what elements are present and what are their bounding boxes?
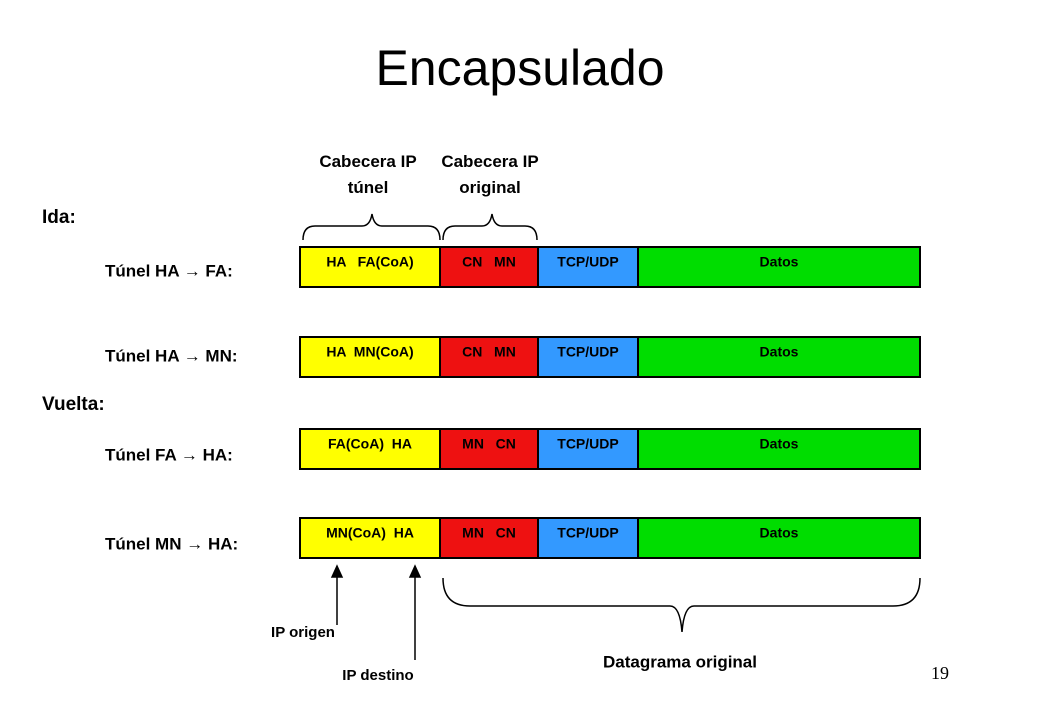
field-label: HA FA(CoA) xyxy=(326,254,413,270)
row-label: Túnel HA → FA: xyxy=(105,261,233,280)
header-field xyxy=(537,246,639,288)
field-label: Datos xyxy=(760,344,799,360)
header-field xyxy=(299,336,441,378)
header-field xyxy=(637,428,921,470)
braces xyxy=(302,213,921,633)
row-label: Túnel FA → HA: xyxy=(105,445,233,464)
header-field xyxy=(637,246,921,288)
row-label: Túnel HA → MN: xyxy=(105,346,238,365)
brace xyxy=(302,213,441,241)
rows: Ida: Túnel HA → FA: HA FA(CoA) CN MN TCP/UDP… xyxy=(42,207,921,559)
column-header: Cabecera IP túnel xyxy=(319,152,416,197)
row-label: Túnel MN → HA: xyxy=(105,534,238,553)
slide-title: Encapsulado xyxy=(375,40,664,96)
arrow-head xyxy=(408,564,422,578)
annotation: IP destino xyxy=(342,667,413,684)
field-label: TCP/UDP xyxy=(557,436,618,452)
arrow-head xyxy=(330,564,344,578)
field-label: MN(CoA) HA xyxy=(326,525,414,541)
header-field xyxy=(537,517,639,559)
field-label: CN MN xyxy=(462,344,516,360)
field-label: MN CN xyxy=(462,436,516,452)
field-label: Datos xyxy=(760,525,799,541)
arrows xyxy=(330,564,422,660)
field-label: FA(CoA) HA xyxy=(328,436,412,452)
header-field xyxy=(299,428,441,470)
annotation: IP origen xyxy=(271,624,335,641)
field-label: MN CN xyxy=(462,525,516,541)
field-label: TCP/UDP xyxy=(557,525,618,541)
section-label: Vuelta: xyxy=(42,394,105,415)
page-number: 19 xyxy=(931,663,949,683)
field-label: TCP/UDP xyxy=(557,344,618,360)
brace xyxy=(442,577,921,633)
annotation: Datagrama original xyxy=(603,652,757,671)
column-header: Cabecera IP original xyxy=(441,152,538,197)
brace xyxy=(442,213,538,241)
field-label: Datos xyxy=(760,436,799,452)
field-label: TCP/UDP xyxy=(557,254,618,270)
field-label: CN MN xyxy=(462,254,516,270)
header-field xyxy=(537,428,639,470)
header-field xyxy=(637,517,921,559)
section-label: Ida: xyxy=(42,207,76,228)
header-field xyxy=(299,517,441,559)
field-label: HA MN(CoA) xyxy=(326,344,413,360)
field-label: Datos xyxy=(760,254,799,270)
header-field xyxy=(537,336,639,378)
header-field xyxy=(637,336,921,378)
